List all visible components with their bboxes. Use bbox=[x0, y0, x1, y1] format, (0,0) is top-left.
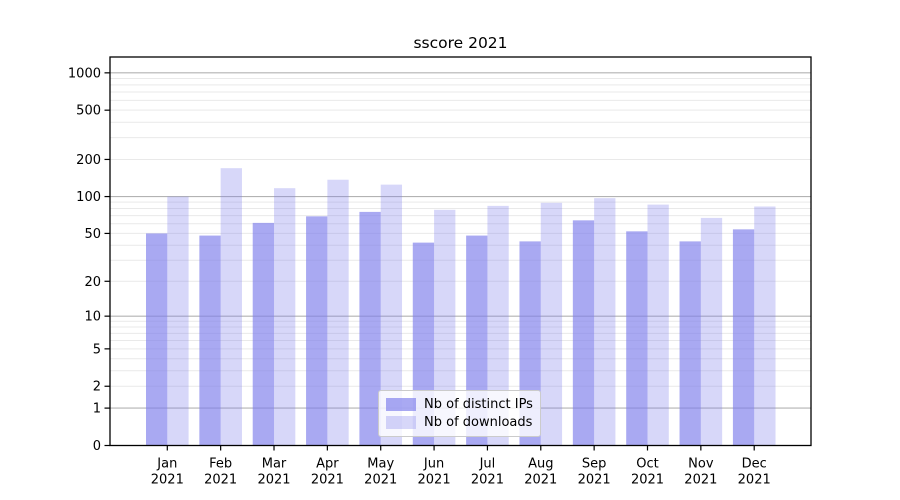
bar-downloads bbox=[700, 217, 723, 446]
x-tick-label-month: Sep bbox=[582, 457, 607, 472]
x-tick-label-month: Jun bbox=[423, 457, 444, 472]
bar-downloads bbox=[754, 206, 776, 446]
x-tick-label-year: 2021 bbox=[311, 473, 344, 488]
x-tick-label-month: Jul bbox=[479, 457, 496, 472]
legend-item-distinct-ips: Nb of distinct IPs bbox=[386, 397, 533, 412]
bar-downloads bbox=[327, 179, 349, 446]
x-tick-label-year: 2021 bbox=[578, 473, 611, 488]
x-tick-label-month: Dec bbox=[742, 457, 767, 472]
legend-label-distinct-ips: Nb of distinct IPs bbox=[424, 397, 533, 412]
bar-distinct-ips bbox=[732, 229, 755, 446]
x-tick-label-month: Nov bbox=[688, 457, 714, 472]
bar-downloads bbox=[274, 188, 296, 446]
bar-distinct-ips bbox=[626, 231, 648, 446]
x-tick-label-month: Aug bbox=[528, 457, 553, 472]
bar-downloads bbox=[220, 168, 242, 446]
x-tick-label-year: 2021 bbox=[471, 473, 504, 488]
x-tick-label-month: Feb bbox=[209, 457, 232, 472]
bar-distinct-ips bbox=[146, 233, 168, 446]
y-tick-label: 2 bbox=[93, 380, 101, 395]
bar-distinct-ips bbox=[306, 216, 328, 446]
x-tick-label-month: Mar bbox=[262, 457, 287, 472]
legend-swatch-distinct-ips bbox=[386, 398, 416, 411]
x-tick-label-year: 2021 bbox=[257, 473, 290, 488]
x-tick-label-year: 2021 bbox=[631, 473, 664, 488]
x-tick-label-year: 2021 bbox=[684, 473, 717, 488]
bar-distinct-ips bbox=[679, 241, 701, 446]
legend-label-downloads: Nb of downloads bbox=[424, 415, 533, 430]
x-tick-label-year: 2021 bbox=[151, 473, 184, 488]
bar-downloads bbox=[647, 204, 669, 446]
x-tick-label-month: Apr bbox=[316, 457, 339, 472]
x-tick-label-year: 2021 bbox=[204, 473, 237, 488]
legend-swatch-downloads bbox=[386, 416, 416, 429]
bar-downloads bbox=[380, 184, 403, 446]
x-tick-label-year: 2021 bbox=[524, 473, 557, 488]
bar-distinct-ips bbox=[199, 235, 221, 446]
x-tick-label-year: 2021 bbox=[364, 473, 397, 488]
plot-border bbox=[109, 56, 812, 447]
y-tick-label: 50 bbox=[84, 227, 101, 242]
bar-downloads bbox=[540, 202, 563, 446]
bar-distinct-ips bbox=[572, 220, 595, 446]
x-tick-label-month: Oct bbox=[636, 457, 658, 472]
y-tick-label: 200 bbox=[76, 153, 101, 168]
y-tick-label: 1 bbox=[93, 402, 101, 417]
x-tick-label-month: May bbox=[367, 457, 394, 472]
x-tick-label-month: Jan bbox=[156, 457, 177, 472]
chart-title: sscore 2021 bbox=[413, 34, 508, 52]
y-tick-label: 5 bbox=[93, 342, 101, 357]
y-tick-label: 100 bbox=[76, 190, 101, 205]
y-tick-label: 1000 bbox=[68, 66, 101, 81]
legend: Nb of distinct IPs Nb of downloads bbox=[378, 390, 541, 437]
y-tick-label: 10 bbox=[84, 310, 101, 325]
bar-downloads bbox=[167, 196, 189, 446]
y-tick-label: 0 bbox=[93, 439, 101, 454]
bar-downloads bbox=[487, 205, 509, 446]
x-tick-label-year: 2021 bbox=[418, 473, 451, 488]
x-tick-label-year: 2021 bbox=[738, 473, 771, 488]
bar-downloads bbox=[594, 198, 616, 446]
y-tick-label: 500 bbox=[76, 104, 101, 119]
y-tick-label: 20 bbox=[84, 275, 101, 290]
bar-downloads bbox=[434, 209, 456, 446]
bar-distinct-ips bbox=[252, 222, 275, 446]
bar-distinct-ips bbox=[359, 211, 381, 446]
legend-item-downloads: Nb of downloads bbox=[386, 415, 532, 430]
